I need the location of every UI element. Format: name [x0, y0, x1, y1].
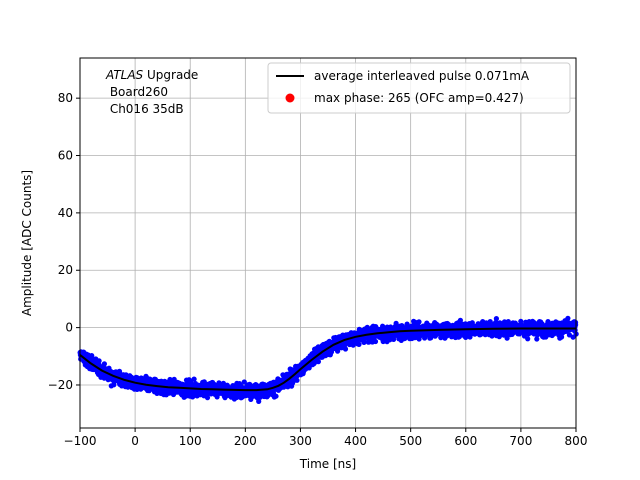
scatter-point [416, 319, 422, 325]
annotation-board: Board260 [106, 85, 168, 99]
scatter-point [89, 353, 95, 359]
scatter-point [96, 358, 102, 364]
y-tick-label: −20 [48, 378, 73, 392]
x-tick-label: 200 [234, 434, 257, 448]
scatter-point [315, 359, 321, 365]
x-tick-label: 500 [399, 434, 422, 448]
y-tick-label: 80 [58, 91, 73, 105]
scatter-point [457, 317, 463, 323]
scatter-point [428, 335, 434, 341]
annotation-upgrade: Upgrade [143, 68, 198, 82]
scatter-point [361, 339, 367, 345]
x-tick-label: 300 [289, 434, 312, 448]
x-tick-label: 400 [344, 434, 367, 448]
legend-box [267, 62, 571, 114]
scatter-point [342, 346, 349, 352]
x-tick-label: 600 [454, 434, 477, 448]
annotation-block: ATLAS Upgrade Board260 Ch016 35dB [105, 68, 198, 116]
scatter-point [505, 319, 511, 325]
legend: average interleaved pulse 0.071mA max ph… [267, 62, 571, 114]
x-tick-label: 700 [509, 434, 532, 448]
legend-marker-swatch [285, 93, 295, 103]
scatter-point [204, 395, 211, 401]
scatter-point [565, 315, 571, 321]
scatter-point [487, 319, 493, 325]
scatter-point [191, 376, 197, 382]
scatter-point [504, 335, 510, 341]
scatter-point [273, 393, 279, 399]
plot-frame [79, 57, 577, 429]
annotation-atlas: ATLAS [105, 68, 144, 82]
y-axis-ticks: −20 0 20 40 60 80 [48, 91, 80, 392]
x-tick-label: 100 [179, 434, 202, 448]
scatter-point [559, 334, 565, 340]
y-tick-label: 20 [58, 263, 73, 277]
x-tick-label: 0 [131, 434, 139, 448]
scatter-point [534, 336, 540, 342]
annotation-line-1: ATLAS Upgrade [105, 68, 198, 82]
average-pulse-line [79, 327, 576, 392]
y-tick-label: 0 [65, 321, 73, 335]
x-tick-label: 800 [565, 434, 588, 448]
scatter-point [294, 377, 300, 383]
y-tick-label: 40 [58, 206, 73, 220]
scatter-point [393, 320, 399, 326]
x-tick-label: −100 [64, 434, 97, 448]
scatter-point [391, 336, 397, 342]
y-tick-label: 60 [58, 149, 73, 163]
scatter-point [372, 338, 379, 345]
scatter-point [525, 336, 531, 342]
x-axis-label: Time [ns] [299, 457, 356, 471]
x-axis-ticks: −100 0 100 200 300 400 500 600 700 800 [64, 428, 588, 448]
legend-label-average: average interleaved pulse 0.071mA [314, 69, 530, 83]
scatter-point [256, 398, 262, 404]
scatter-point [518, 318, 524, 324]
scatter-point [101, 361, 107, 367]
legend-label-max-phase: max phase: 265 (OFC amp=0.427) [314, 91, 524, 105]
scatter-point [493, 316, 499, 322]
y-axis-label: Amplitude [ADC Counts] [20, 170, 34, 316]
scatter-point [356, 341, 362, 347]
scatter-point [241, 379, 247, 385]
annotation-channel: Ch016 35dB [106, 102, 184, 116]
